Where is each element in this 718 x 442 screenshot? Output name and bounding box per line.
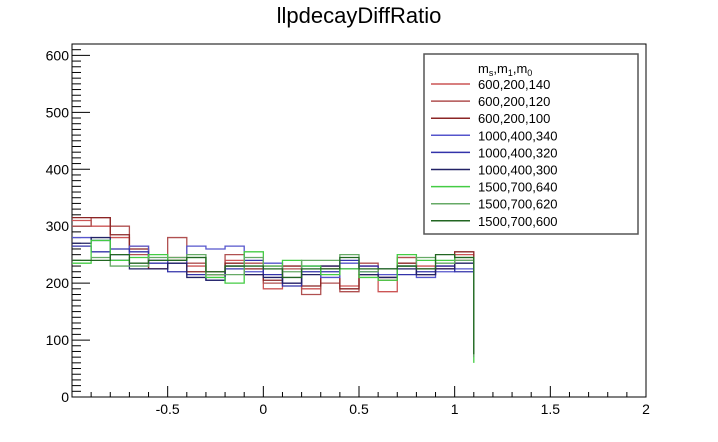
legend-label: 1000,400,300 [478, 163, 558, 178]
series-line [72, 217, 475, 352]
y-tick-label: 200 [46, 275, 70, 291]
y-tick-label: 600 [46, 47, 70, 63]
x-tick-label: 0 [259, 401, 267, 417]
legend-label: 600,200,120 [478, 94, 550, 109]
legend-label: 1500,700,600 [478, 214, 558, 229]
series-line [72, 254, 475, 358]
series-line [72, 254, 475, 355]
legend-label: 1000,400,320 [478, 145, 558, 160]
series-line [72, 219, 475, 352]
y-tick-label: 100 [46, 332, 70, 348]
x-tick-label: 1 [451, 401, 459, 417]
series-line [72, 236, 475, 358]
legend-label: 1000,400,340 [478, 128, 558, 143]
y-tick-label: 400 [46, 161, 70, 177]
chart-title: llpdecayDiffRatio [277, 3, 442, 28]
x-tick-label: -0.5 [156, 401, 180, 417]
y-tick-label: 300 [46, 218, 70, 234]
legend-title: ms,m1,m0 [478, 61, 532, 78]
series-line [72, 245, 475, 346]
series-line [72, 236, 475, 349]
x-tick-label: 2 [642, 401, 650, 417]
series-line [72, 239, 475, 363]
y-tick-label: 500 [46, 104, 70, 120]
x-tick-label: 0.5 [349, 401, 369, 417]
legend-label: 600,200,100 [478, 111, 550, 126]
axes: 0 100 200 300 400 500 600 -0.5 0 0.5 1 1.5 2 [46, 43, 650, 417]
legend-label: 1500,700,620 [478, 197, 558, 212]
series-line [72, 217, 475, 349]
legend-label: 1500,700,640 [478, 180, 558, 195]
histogram-series [72, 217, 475, 363]
legend-label: 600,200,140 [478, 77, 550, 92]
y-tick-label: 0 [61, 389, 69, 405]
x-tick-label: 1.5 [541, 401, 561, 417]
